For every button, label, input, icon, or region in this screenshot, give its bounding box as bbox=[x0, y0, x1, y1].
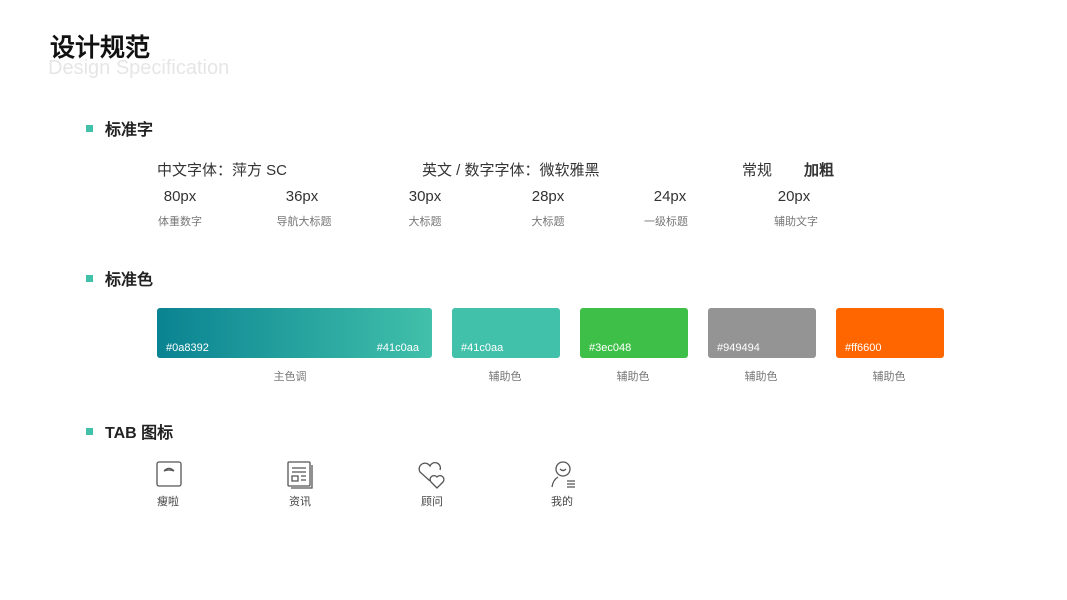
english-font: 英文 / 数字字体：微软雅黑 bbox=[422, 162, 600, 179]
hex-from: #0a8392 bbox=[166, 342, 209, 354]
hex: #3ec048 bbox=[589, 342, 632, 354]
tab-label: 资讯 bbox=[289, 496, 311, 508]
tab-label: 瘦啦 bbox=[157, 496, 179, 508]
font-size: 80px bbox=[163, 188, 197, 205]
font-usage: 体重数字 bbox=[158, 216, 202, 228]
section-title: TAB 图标 bbox=[105, 425, 174, 442]
regular-weight: 常规 bbox=[742, 162, 773, 179]
section-title: 标准字 bbox=[105, 122, 154, 139]
font-usage: 导航大标题 bbox=[276, 216, 332, 228]
section-colors: 标准色 bbox=[86, 266, 153, 290]
swatch-aux: #949494 bbox=[708, 308, 816, 358]
swatch-aux: #41c0aa bbox=[452, 308, 560, 358]
bullet-icon bbox=[86, 428, 93, 436]
swatch-primary: #0a8392 #41c0aa bbox=[157, 308, 432, 358]
page-title: 设计规范 bbox=[50, 34, 151, 62]
bold-weight: 加粗 bbox=[804, 162, 835, 179]
bullet-icon bbox=[86, 275, 93, 283]
hex: #949494 bbox=[717, 342, 760, 354]
news-icon[interactable] bbox=[287, 461, 315, 489]
font-size: 30px bbox=[408, 188, 442, 205]
swatch-label: 辅助色 bbox=[616, 371, 650, 383]
chinese-font: 中文字体：萍方 SC bbox=[157, 162, 288, 179]
scale-icon[interactable] bbox=[156, 461, 184, 489]
swatch-aux: #3ec048 bbox=[580, 308, 688, 358]
section-fonts: 标准字 bbox=[86, 116, 153, 140]
swatch-label: 辅助色 bbox=[744, 371, 778, 383]
swatch-label: 辅助色 bbox=[488, 371, 522, 383]
font-size: 20px bbox=[777, 188, 811, 205]
tab-label: 我的 bbox=[551, 496, 573, 508]
tab-label: 顾问 bbox=[421, 496, 443, 508]
font-usage: 一级标题 bbox=[644, 216, 688, 228]
section-tabs: TAB 图标 bbox=[86, 419, 173, 443]
swatch-aux: #ff6600 bbox=[836, 308, 944, 358]
bullet-icon bbox=[86, 125, 93, 133]
font-usage: 辅助文字 bbox=[774, 216, 818, 228]
hearts-icon[interactable] bbox=[417, 461, 445, 489]
font-size: 36px bbox=[285, 188, 319, 205]
swatch-label: 主色调 bbox=[273, 371, 307, 383]
page-subtitle: Design Specification bbox=[48, 57, 230, 79]
swatch-label: 辅助色 bbox=[872, 371, 906, 383]
font-usage: 大标题 bbox=[408, 216, 442, 228]
font-size: 24px bbox=[653, 188, 687, 205]
hex: #41c0aa bbox=[461, 342, 504, 354]
hex-to: #41c0aa bbox=[376, 342, 419, 354]
font-usage: 大标题 bbox=[531, 216, 565, 228]
font-size: 28px bbox=[531, 188, 565, 205]
user-icon[interactable] bbox=[550, 461, 578, 489]
hex: #ff6600 bbox=[845, 342, 882, 354]
section-title: 标准色 bbox=[105, 272, 154, 289]
